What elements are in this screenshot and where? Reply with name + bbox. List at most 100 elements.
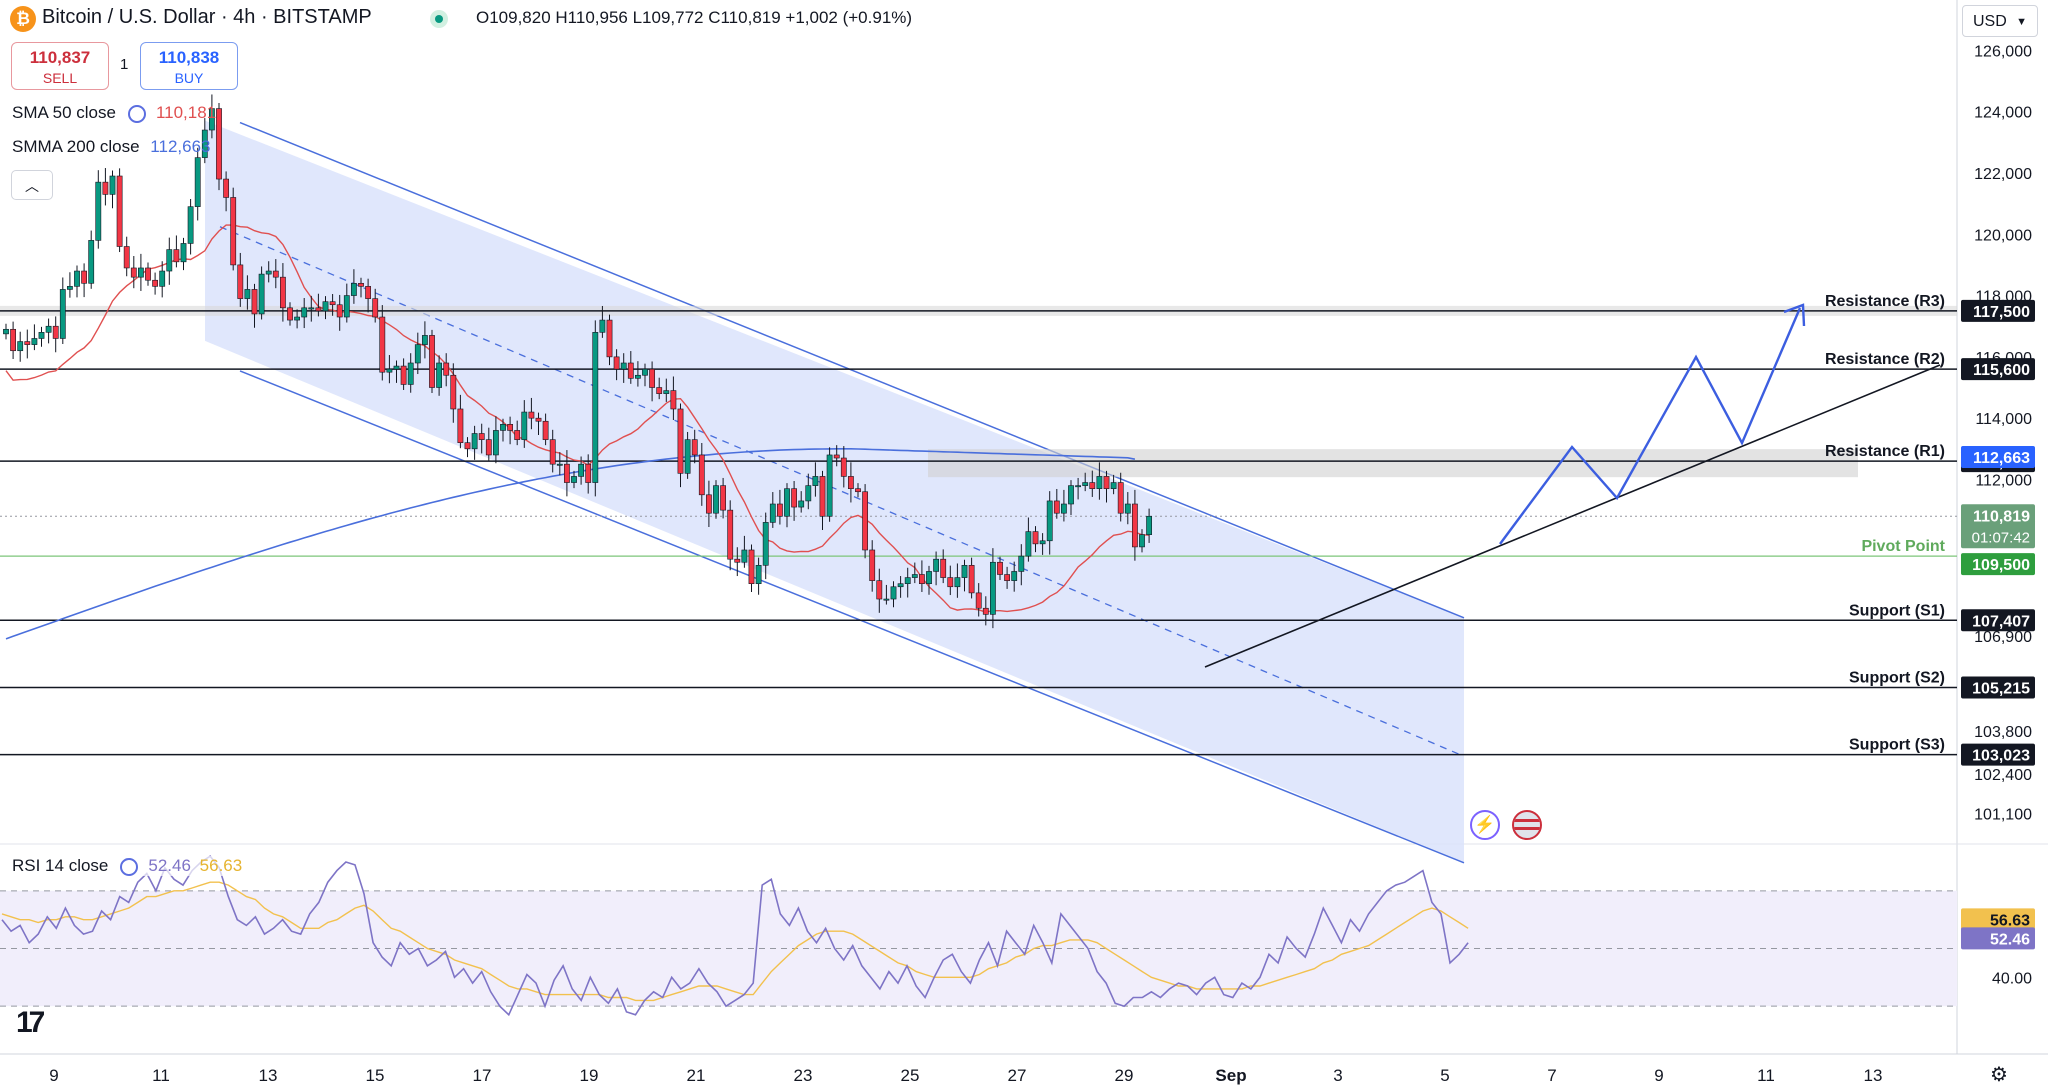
candle-body (826, 454, 833, 517)
descending-channel-fill (205, 120, 1464, 863)
candle-body (961, 565, 968, 578)
candle-body (322, 301, 329, 312)
rsi-label: RSI 14 close (12, 856, 109, 875)
candle-body (528, 411, 535, 419)
candle-body (748, 549, 755, 585)
candle-body (130, 267, 137, 278)
time-tick-label: 11 (152, 1066, 170, 1085)
channel-upper-line[interactable] (239, 121, 1465, 619)
rsi-ma-line[interactable] (1, 881, 1469, 1002)
rsi-legend[interactable]: RSI 14 close 52.46 56.63 (12, 856, 243, 876)
candle-body (1117, 482, 1124, 514)
candle-body (343, 295, 350, 318)
buy-price: 110,838 (158, 48, 220, 67)
smma-price-tag: 112,663 (1973, 450, 2030, 467)
market-status-icon[interactable] (430, 10, 448, 28)
ascending-trendline[interactable] (1204, 364, 1941, 668)
time-tick-label: 29 (1115, 1066, 1134, 1085)
collapse-legend-button[interactable]: ︿ (11, 170, 53, 200)
candle-body (883, 598, 890, 601)
level-s3-label: Support (S3) (1849, 737, 1945, 754)
smma-price-tag-bg (1961, 446, 2035, 469)
level-r3-tag: 117,500 (1973, 304, 2030, 321)
candle-body (436, 362, 442, 388)
sell-button[interactable]: 110,837 SELL (11, 42, 109, 90)
currency-value: USD (1973, 13, 2007, 30)
candle-body (897, 583, 904, 588)
currency-selector[interactable]: USD ▼ (1962, 5, 2038, 37)
candle-body (52, 325, 59, 339)
candle-body (727, 509, 734, 560)
level-pivot-tag-bg (1961, 553, 2035, 576)
candle-body (734, 558, 741, 563)
sma-50-line[interactable] (5, 224, 1150, 613)
channel-lower-line[interactable] (239, 370, 1465, 864)
candle-body (812, 476, 819, 486)
candle-body (855, 488, 861, 493)
candle-body (819, 476, 826, 517)
candle-body (769, 503, 776, 523)
candle-body (656, 387, 663, 394)
candle-body (805, 485, 812, 502)
candle-body (1039, 540, 1046, 545)
smma-legend[interactable]: SMMA 200 close 112,663 (12, 137, 211, 157)
level-s1-tag: 107,407 (1972, 613, 2030, 630)
candle-body (31, 338, 38, 345)
candle-body (926, 571, 932, 585)
candle-body (1082, 482, 1089, 486)
sync-icon[interactable] (120, 857, 139, 876)
candle-body (24, 341, 31, 345)
candle-body (237, 264, 244, 299)
level-r2-tag: 115,600 (1973, 362, 2030, 379)
level-s1-tag-bg (1961, 609, 2035, 632)
candle-body (450, 374, 457, 410)
smma-200-line[interactable] (5, 447, 1136, 640)
candle-body (677, 408, 684, 474)
price-tick-label: 101,100 (1974, 807, 2032, 824)
lightning-event-icon[interactable]: ⚡ (1470, 810, 1500, 840)
candle-body (38, 332, 45, 339)
price-tick-label: 106,900 (1974, 629, 2032, 646)
time-tick-label: 5 (1440, 1066, 1449, 1085)
candle-body (265, 270, 272, 275)
candle-body (244, 289, 251, 299)
order-quantity[interactable]: 1 (120, 56, 129, 73)
candle-body (514, 430, 521, 440)
sma-legend[interactable]: SMA 50 close 110,181 (12, 103, 216, 123)
candle-body (663, 390, 670, 394)
level-s2-tag: 105,215 (1972, 680, 2030, 697)
rsi-tag: 52.46 (1990, 931, 2030, 948)
last-price-tag: 110,819 (1973, 508, 2030, 525)
candle-body (251, 289, 258, 315)
candle-body (194, 157, 201, 207)
candle-body (393, 365, 400, 370)
candle-body (230, 197, 237, 266)
candle-body (358, 282, 364, 287)
tradingview-logo-icon[interactable]: 17 (16, 1006, 45, 1039)
time-tick-label: 17 (473, 1066, 492, 1085)
candle-body (180, 243, 187, 263)
level-r2-tag-bg (1961, 358, 2035, 381)
candle-body (1110, 482, 1117, 489)
projection-path[interactable] (1499, 307, 1802, 545)
gear-icon[interactable]: ⚙ (1990, 1064, 2008, 1086)
candle-body (145, 267, 151, 281)
candle-body (755, 565, 762, 585)
rsi-tick-label: 40.00 (1992, 970, 2032, 987)
chart-title[interactable]: Bitcoin / U.S. Dollar · 4h · BITSTAMP (42, 6, 372, 28)
candle-body (918, 574, 925, 585)
rsi-value: 52.46 (148, 856, 191, 875)
candle-body (258, 273, 265, 315)
buy-button[interactable]: 110,838 BUY (140, 42, 238, 90)
projection-arrowhead (1783, 303, 1806, 327)
sync-icon[interactable] (127, 104, 146, 123)
candle-body (507, 424, 513, 431)
candle-body (386, 368, 393, 373)
us-flag-event-icon[interactable] (1512, 810, 1542, 840)
rsi-line[interactable] (1, 855, 1469, 1017)
candle-body (684, 439, 691, 474)
candle-body (762, 522, 769, 566)
candle-body (642, 368, 648, 376)
candle-body (940, 558, 947, 578)
